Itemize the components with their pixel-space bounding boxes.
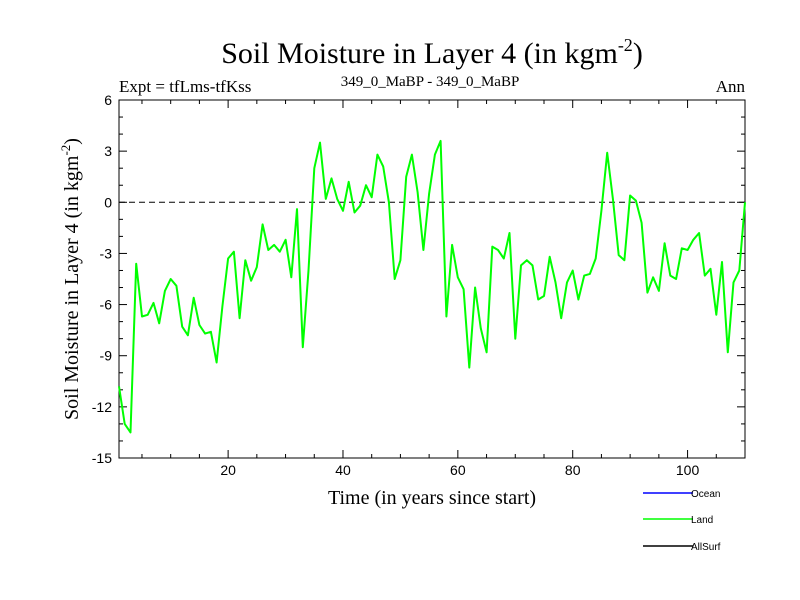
x-tick-label: 40	[335, 462, 351, 478]
y-tick-label: -9	[100, 348, 113, 364]
chart-title: Soil Moisture in Layer 4 (in kgm-2)	[221, 35, 643, 70]
y-tick-label: -6	[100, 297, 113, 313]
y-tick-label: -15	[92, 450, 112, 466]
y-tick-label: 6	[104, 92, 112, 108]
x-axis: 20 40 60 80 100	[141, 100, 746, 478]
legend-label-allsurf: AllSurf	[691, 542, 721, 553]
x-axis-label: Time (in years since start)	[328, 487, 536, 509]
x-tick-label: 20	[220, 462, 236, 478]
series-lines	[118, 139, 746, 434]
x-tick-label: 60	[450, 462, 466, 478]
subtitle-run-ids: 349_0_MaBP - 349_0_MaBP	[341, 74, 520, 90]
y-tick-label: -12	[92, 399, 112, 415]
legend-label-ocean: Ocean	[691, 489, 720, 500]
y-tick-label: 3	[104, 143, 112, 159]
subtitle-period: Ann	[716, 77, 746, 96]
subtitle-experiment: Expt = tfLms-tfKss	[119, 77, 251, 96]
x-tick-label: 80	[565, 462, 581, 478]
plot-frame	[118, 99, 746, 459]
y-tick-label: 0	[104, 194, 112, 210]
series-line-land	[118, 139, 746, 434]
y-axis-label: Soil Moisture in Layer 4 (in kgm-2)	[58, 138, 83, 420]
x-tick-label: 100	[676, 462, 700, 478]
legend-label-land: Land	[691, 515, 713, 526]
y-tick-label: -3	[100, 245, 113, 261]
legend: Ocean Land AllSurf	[643, 489, 721, 553]
